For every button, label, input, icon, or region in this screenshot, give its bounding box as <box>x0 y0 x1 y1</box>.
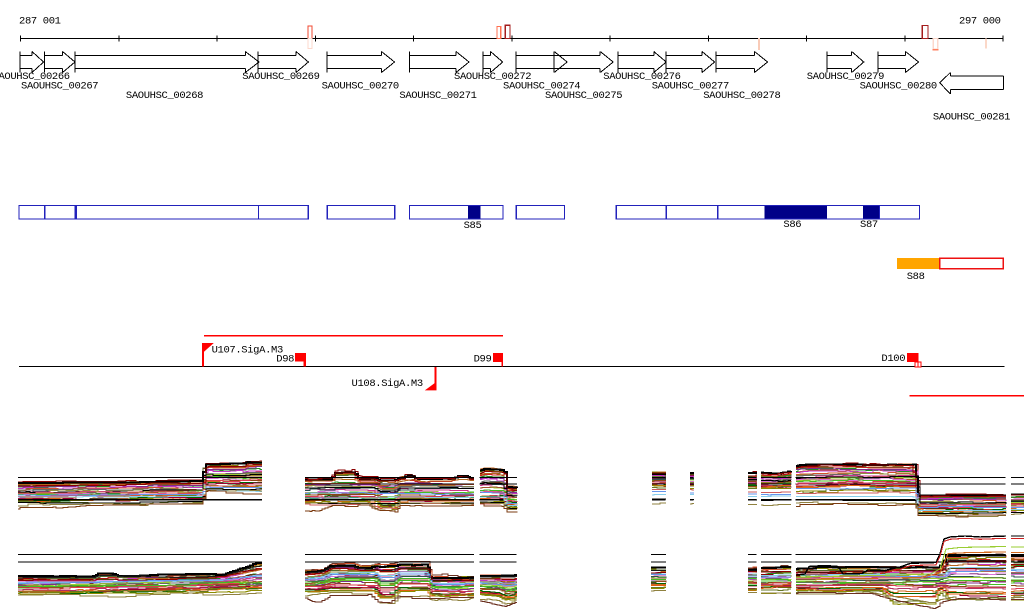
svg-text:SAOUHSC_00275: SAOUHSC_00275 <box>545 90 622 102</box>
svg-text:SAOUHSC_00281: SAOUHSC_00281 <box>933 111 1010 123</box>
svg-text:297 000: 297 000 <box>959 16 1001 28</box>
svg-text:SAOUHSC_00270: SAOUHSC_00270 <box>322 81 399 93</box>
svg-text:SAOUHSC_00278: SAOUHSC_00278 <box>703 90 780 102</box>
svg-text:SAOUHSC_00269: SAOUHSC_00269 <box>242 71 319 83</box>
svg-text:SAOUHSC_00267: SAOUHSC_00267 <box>21 81 98 93</box>
svg-text:SAOUHSC_00268: SAOUHSC_00268 <box>126 90 203 102</box>
svg-text:SAOUHSC_00276: SAOUHSC_00276 <box>603 71 680 83</box>
svg-text:S87: S87 <box>860 219 878 231</box>
svg-text:SAOUHSC_00272: SAOUHSC_00272 <box>454 71 531 83</box>
svg-text:287 001: 287 001 <box>19 16 61 28</box>
svg-text:U108.SigA.M3: U108.SigA.M3 <box>352 378 423 390</box>
svg-text:SAOUHSC_00266: SAOUHSC_00266 <box>0 71 70 83</box>
svg-text:S85: S85 <box>464 220 482 232</box>
svg-text:S88: S88 <box>907 271 925 283</box>
svg-text:D99: D99 <box>474 354 492 366</box>
svg-text:SAOUHSC_00280: SAOUHSC_00280 <box>860 81 937 93</box>
svg-text:D100: D100 <box>881 353 905 365</box>
svg-text:SAOUHSC_00274: SAOUHSC_00274 <box>503 81 580 93</box>
svg-text:S86: S86 <box>783 219 801 231</box>
svg-text:SAOUHSC_00279: SAOUHSC_00279 <box>807 71 884 83</box>
svg-text:SAOUHSC_00271: SAOUHSC_00271 <box>399 90 476 102</box>
svg-text:D98: D98 <box>276 354 294 366</box>
svg-text:U107.SigA.M3: U107.SigA.M3 <box>212 345 283 357</box>
svg-text:SAOUHSC_00277: SAOUHSC_00277 <box>652 81 729 93</box>
